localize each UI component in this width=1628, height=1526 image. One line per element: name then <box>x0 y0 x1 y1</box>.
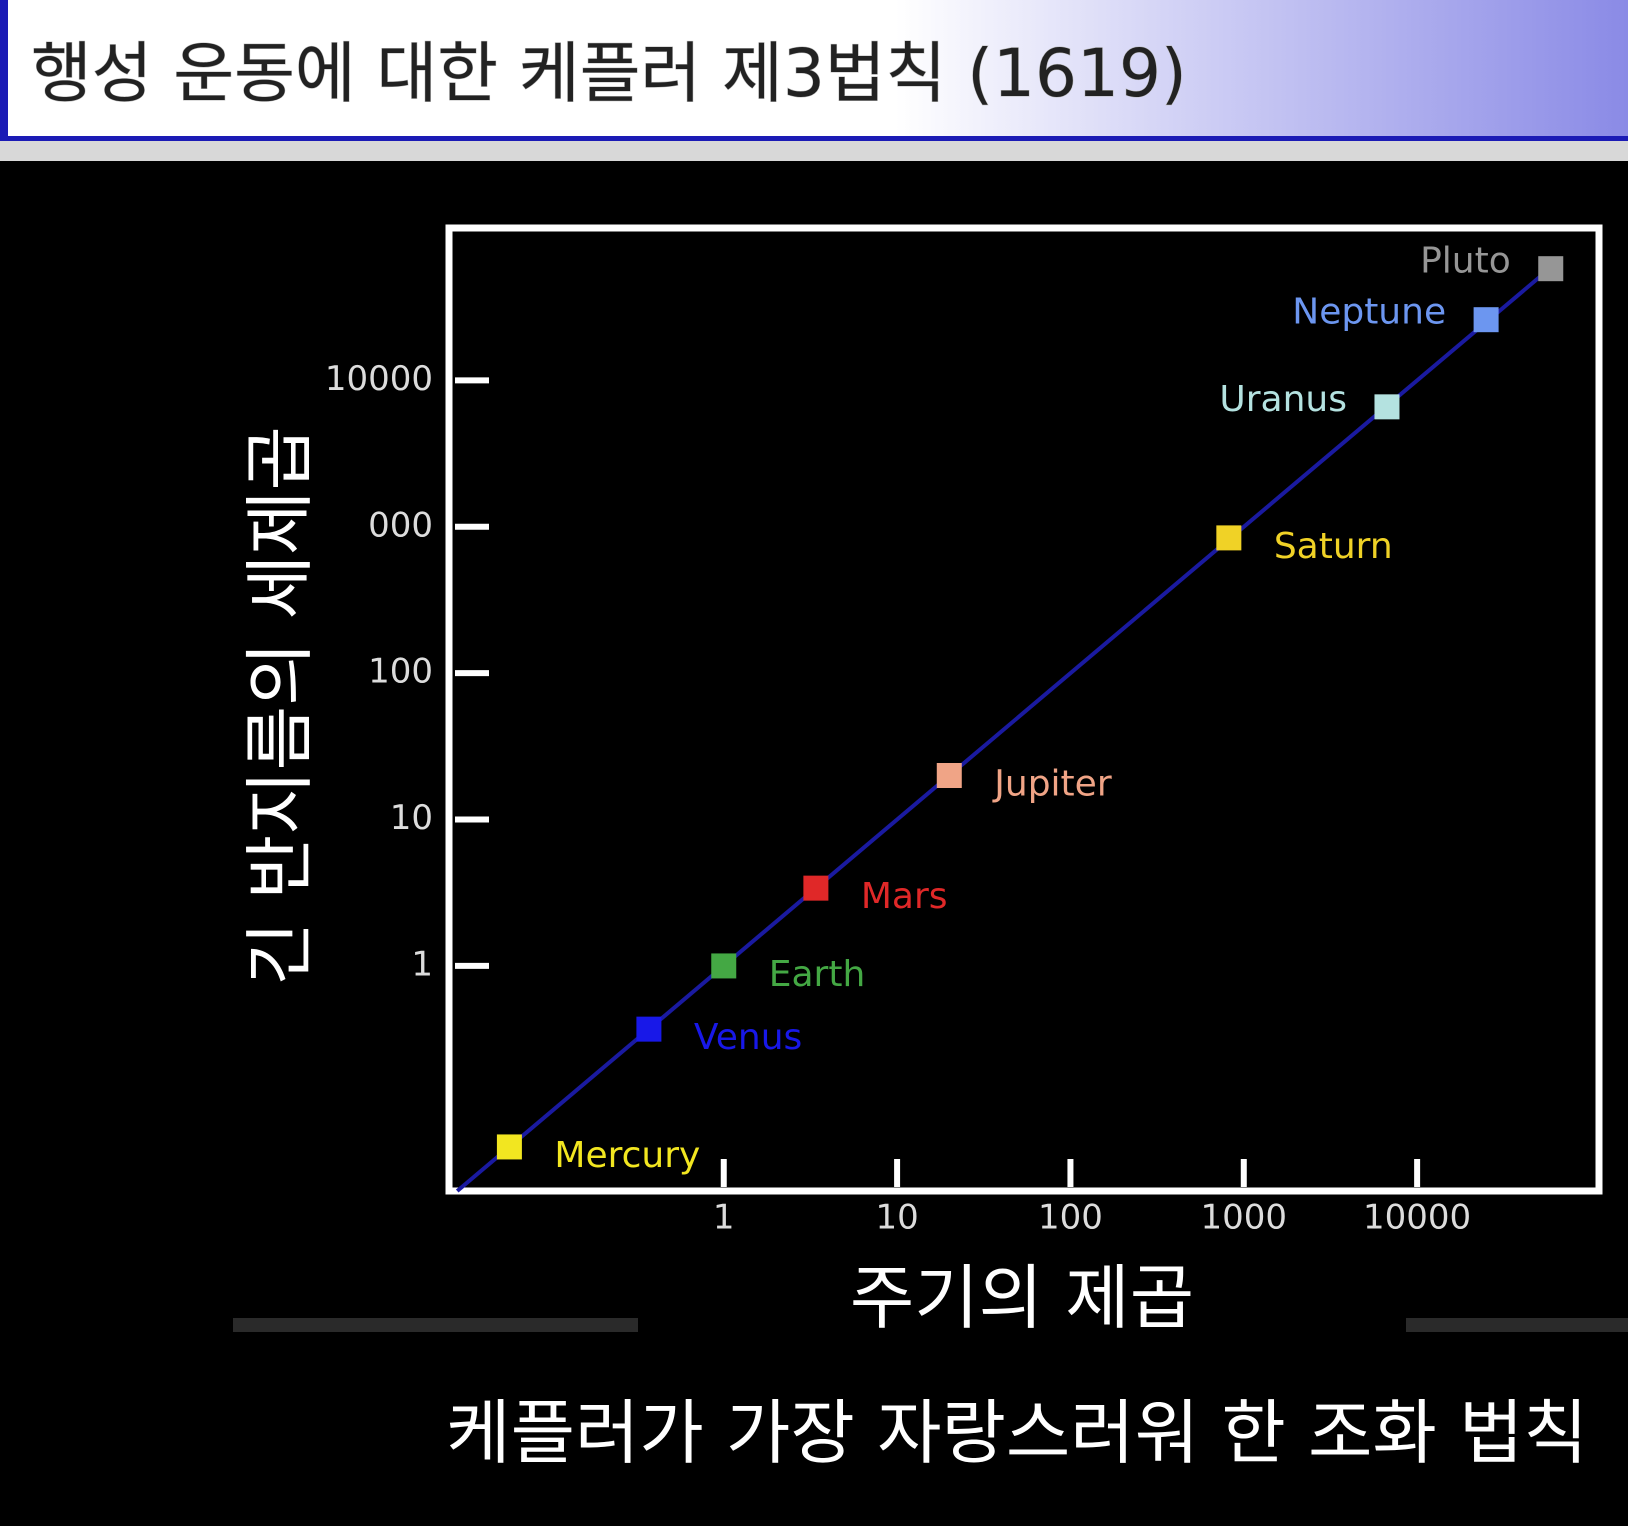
slide-title: 행성 운동에 대한 케플러 제3법칙 (1619) <box>31 35 1187 112</box>
planet-marker <box>1473 307 1499 333</box>
planet-label: Mars <box>861 876 948 917</box>
planet-label: Mercury <box>554 1135 700 1176</box>
planet-marker <box>1538 256 1564 282</box>
planet-label: Venus <box>694 1017 802 1058</box>
y-tick-label: 000 <box>368 505 433 545</box>
planet-marker <box>803 875 829 901</box>
y-tick-label: 1 <box>411 944 433 984</box>
planet-label: Pluto <box>1420 241 1511 282</box>
planet-label: Earth <box>769 954 866 995</box>
x-tick-label: 10000 <box>1363 1198 1471 1238</box>
header-rule <box>0 136 1628 141</box>
decor-bar <box>233 1318 638 1332</box>
y-tick-label: 10 <box>390 798 433 838</box>
planet-marker <box>636 1016 662 1042</box>
x-tick-label: 1 <box>713 1198 735 1238</box>
y-axis-label: 긴 반지름의 세제곱 <box>239 426 321 986</box>
caption: 케플러가 가장 자랑스러워 한 조화 법칙 <box>446 1392 1588 1474</box>
planet-label: Neptune <box>1292 292 1446 333</box>
planet-marker <box>1374 394 1400 420</box>
planet-label: Saturn <box>1274 526 1393 567</box>
header-bar <box>0 0 1628 140</box>
x-tick-label: 100 <box>1038 1198 1103 1238</box>
header-edge <box>0 0 8 140</box>
decor-bar <box>1406 1318 1628 1332</box>
x-tick-label: 1000 <box>1201 1198 1288 1238</box>
y-tick-label: 10000 <box>325 359 433 399</box>
planet-marker <box>711 953 737 979</box>
x-axis-label: 주기의 제곱 <box>850 1257 1194 1339</box>
y-tick-label: 100 <box>368 652 433 692</box>
planet-label: Jupiter <box>992 763 1112 804</box>
planet-marker <box>1216 525 1242 551</box>
x-tick-label: 10 <box>875 1198 918 1238</box>
planet-marker <box>496 1134 522 1160</box>
planet-marker <box>936 762 962 788</box>
header-band <box>0 141 1628 161</box>
planet-label: Uranus <box>1219 379 1347 420</box>
